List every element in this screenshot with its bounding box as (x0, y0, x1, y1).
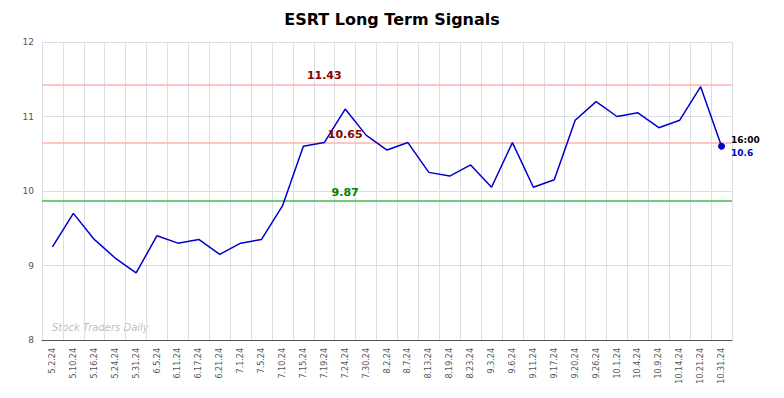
svg-text:9.3.24: 9.3.24 (487, 348, 496, 373)
svg-text:10.9.24: 10.9.24 (654, 348, 663, 379)
svg-text:ESRT Long Term Signals: ESRT Long Term Signals (284, 10, 500, 29)
svg-text:10.31.24: 10.31.24 (717, 348, 726, 384)
svg-text:7.1.24: 7.1.24 (236, 348, 245, 373)
svg-text:10.6: 10.6 (731, 148, 753, 158)
svg-text:5.10.24: 5.10.24 (69, 348, 78, 379)
svg-text:8.23.24: 8.23.24 (466, 348, 475, 379)
svg-text:16:00: 16:00 (731, 135, 760, 145)
svg-text:9.17.24: 9.17.24 (550, 348, 559, 379)
svg-text:9: 9 (28, 261, 34, 271)
svg-text:5.2.24: 5.2.24 (48, 348, 57, 373)
svg-text:8.7.24: 8.7.24 (403, 348, 412, 373)
svg-text:7.10.24: 7.10.24 (278, 348, 287, 379)
svg-text:6.11.24: 6.11.24 (173, 348, 182, 379)
svg-text:10.1.24: 10.1.24 (613, 348, 622, 379)
svg-text:9.20.24: 9.20.24 (571, 348, 580, 379)
svg-text:10.21.24: 10.21.24 (696, 348, 705, 384)
svg-text:7.15.24: 7.15.24 (299, 348, 308, 379)
svg-text:12: 12 (23, 37, 34, 47)
svg-text:10.4.24: 10.4.24 (633, 348, 642, 379)
svg-text:8: 8 (28, 335, 34, 345)
svg-text:11: 11 (23, 112, 34, 122)
svg-text:6.5.24: 6.5.24 (153, 348, 162, 373)
svg-text:8.19.24: 8.19.24 (445, 348, 454, 379)
svg-text:9.11.24: 9.11.24 (529, 348, 538, 379)
svg-text:7.19.24: 7.19.24 (320, 348, 329, 379)
svg-text:5.16.24: 5.16.24 (90, 348, 99, 379)
svg-text:8.2.24: 8.2.24 (383, 348, 392, 373)
svg-text:7.24.24: 7.24.24 (341, 348, 350, 379)
svg-text:10: 10 (23, 186, 35, 196)
svg-text:5.24.24: 5.24.24 (111, 348, 120, 379)
svg-text:7.30.24: 7.30.24 (362, 348, 371, 379)
svg-text:6.21.24: 6.21.24 (215, 348, 224, 379)
svg-text:10.65: 10.65 (328, 128, 363, 141)
svg-text:7.5.24: 7.5.24 (257, 348, 266, 373)
svg-text:8.13.24: 8.13.24 (424, 348, 433, 379)
svg-text:6.17.24: 6.17.24 (194, 348, 203, 379)
svg-text:9.87: 9.87 (332, 186, 359, 199)
svg-text:10.14.24: 10.14.24 (675, 348, 684, 384)
svg-text:9.6.24: 9.6.24 (508, 348, 517, 373)
svg-text:5.31.24: 5.31.24 (132, 348, 141, 379)
svg-text:9.26.24: 9.26.24 (592, 348, 601, 379)
svg-text:Stock Traders Daily: Stock Traders Daily (52, 322, 150, 333)
svg-text:11.43: 11.43 (307, 69, 342, 82)
